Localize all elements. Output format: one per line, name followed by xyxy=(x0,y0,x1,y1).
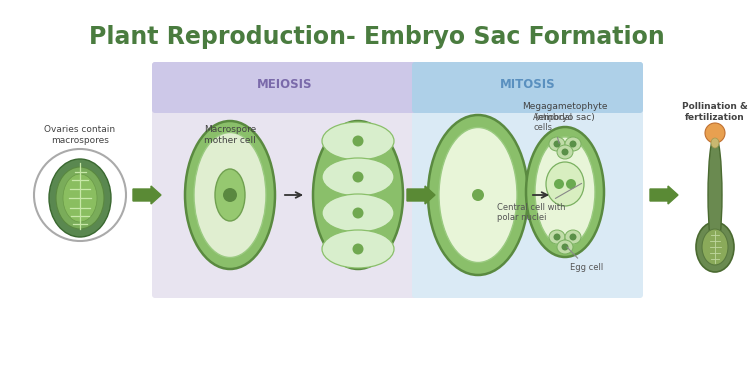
FancyArrow shape xyxy=(133,186,161,204)
Ellipse shape xyxy=(696,222,734,272)
Ellipse shape xyxy=(549,230,565,244)
Circle shape xyxy=(353,171,363,182)
Circle shape xyxy=(223,188,237,202)
Text: Central cell with
polar nuclei: Central cell with polar nuclei xyxy=(497,184,581,222)
Ellipse shape xyxy=(526,127,604,257)
Ellipse shape xyxy=(557,240,573,254)
Circle shape xyxy=(353,244,363,255)
Circle shape xyxy=(705,123,725,143)
Circle shape xyxy=(569,233,577,241)
Circle shape xyxy=(472,189,484,201)
Ellipse shape xyxy=(565,137,581,151)
Circle shape xyxy=(569,141,577,147)
Circle shape xyxy=(554,179,564,189)
FancyArrow shape xyxy=(650,186,678,204)
Ellipse shape xyxy=(215,169,245,221)
FancyBboxPatch shape xyxy=(412,62,643,113)
Ellipse shape xyxy=(322,122,394,160)
Ellipse shape xyxy=(702,229,728,265)
Circle shape xyxy=(553,141,560,147)
Ellipse shape xyxy=(56,167,104,229)
Ellipse shape xyxy=(535,137,595,247)
Text: Megagametophyte
(embryo sac): Megagametophyte (embryo sac) xyxy=(522,102,608,122)
Circle shape xyxy=(34,149,126,241)
Text: Antipodal
cells: Antipodal cells xyxy=(533,112,573,143)
Circle shape xyxy=(562,149,569,155)
Text: Macrospore
mother cell: Macrospore mother cell xyxy=(204,125,256,145)
Ellipse shape xyxy=(546,162,584,206)
Ellipse shape xyxy=(322,194,394,232)
Circle shape xyxy=(562,244,569,250)
FancyBboxPatch shape xyxy=(412,62,643,298)
Ellipse shape xyxy=(49,159,111,237)
Circle shape xyxy=(553,233,560,241)
Ellipse shape xyxy=(313,121,403,269)
Circle shape xyxy=(353,207,363,218)
Text: Egg cell: Egg cell xyxy=(567,247,603,272)
Text: MEIOSIS: MEIOSIS xyxy=(257,79,313,92)
Ellipse shape xyxy=(565,230,581,244)
Ellipse shape xyxy=(708,135,722,255)
Ellipse shape xyxy=(428,115,528,275)
Ellipse shape xyxy=(557,145,573,159)
Ellipse shape xyxy=(322,158,394,196)
Text: Ovaries contain
macrospores: Ovaries contain macrospores xyxy=(45,125,116,145)
Circle shape xyxy=(353,136,363,147)
Ellipse shape xyxy=(439,128,517,263)
Ellipse shape xyxy=(63,174,97,222)
Ellipse shape xyxy=(194,133,266,258)
Circle shape xyxy=(566,179,576,189)
Text: Plant Reproduction- Embryo Sac Formation: Plant Reproduction- Embryo Sac Formation xyxy=(89,25,665,49)
FancyBboxPatch shape xyxy=(152,62,418,113)
Ellipse shape xyxy=(185,121,275,269)
Text: MITOSIS: MITOSIS xyxy=(500,79,556,92)
Ellipse shape xyxy=(322,230,394,268)
FancyBboxPatch shape xyxy=(152,62,418,298)
Ellipse shape xyxy=(711,138,719,148)
Text: Pollination &
fertilization: Pollination & fertilization xyxy=(682,102,748,122)
FancyArrow shape xyxy=(407,186,435,204)
Ellipse shape xyxy=(549,137,565,151)
